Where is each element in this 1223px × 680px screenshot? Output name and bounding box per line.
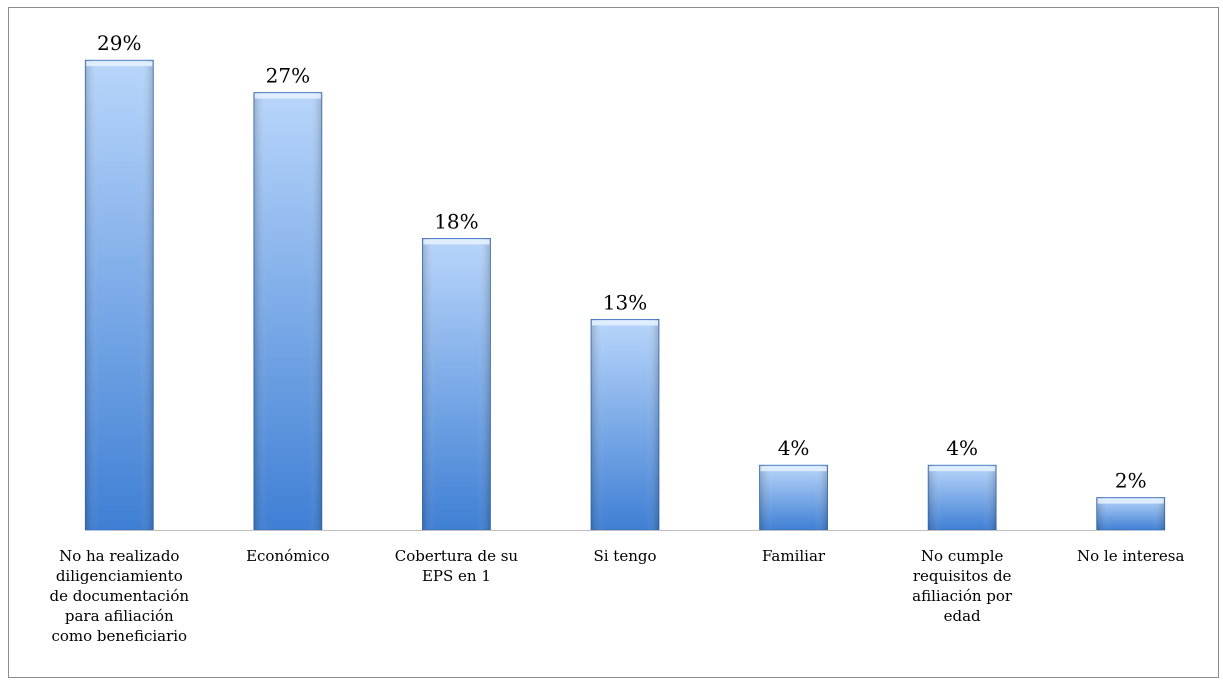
bar-cap (760, 466, 827, 472)
data-label: 2% (1115, 469, 1147, 493)
bar-cap (423, 239, 490, 245)
category-label-line: No ha realizado (59, 547, 180, 565)
bar-sheen (85, 60, 154, 530)
data-label: 29% (97, 31, 141, 55)
data-label: 18% (434, 209, 478, 233)
data-label: 4% (778, 436, 810, 460)
category-label: Si tengo (545, 546, 705, 566)
bar-3 (422, 237, 491, 531)
bars-layer (84, 59, 1166, 531)
bar-7 (1096, 497, 1166, 531)
bar-5 (759, 464, 828, 531)
bar-sheen (759, 465, 828, 530)
category-label-line: Económico (246, 547, 330, 565)
category-label-line: Si tengo (593, 547, 657, 565)
bar-sheen (253, 92, 322, 530)
category-label-line: Cobertura de su (394, 547, 519, 565)
category-label: No le interesa (1051, 546, 1211, 566)
category-label-line: para afiliación (64, 607, 174, 625)
category-label-line: diligenciamiento (55, 567, 183, 585)
bar-sheen (422, 238, 491, 530)
data-label: 13% (603, 290, 647, 314)
category-label-line: afiliación por (912, 587, 1013, 605)
bar-1 (84, 59, 154, 531)
category-label: No cumple requisitos de afiliación por edad (882, 546, 1042, 626)
bar-sheen (928, 465, 997, 530)
category-label-line: Familiar (762, 547, 826, 565)
category-label-line: como beneficiario (51, 627, 188, 645)
data-label: 27% (266, 64, 310, 88)
bar-cap (592, 320, 658, 326)
category-label: Económico (208, 546, 368, 566)
category-label-line: requisitos de (912, 567, 1012, 585)
bar-cap (254, 93, 321, 99)
category-label-line: No le interesa (1076, 547, 1185, 565)
category-label-line: No cumple (920, 547, 1004, 565)
category-label: Cobertura de su EPS en 1 (376, 546, 536, 586)
bar-sheen (591, 319, 659, 530)
bar-cap (929, 466, 996, 472)
category-label: No ha realizado diligenciamiento de docume… (39, 546, 199, 646)
category-label-line: edad (943, 607, 981, 625)
data-labels-layer: 29% 27% 18% 13% 4% 4% 2% (97, 31, 1147, 492)
bar-4 (590, 318, 660, 531)
category-label: Familiar (714, 546, 874, 566)
bar-cap (86, 61, 153, 67)
bar-2 (253, 92, 323, 531)
category-label-line: EPS en 1 (421, 567, 491, 585)
data-label: 4% (946, 436, 978, 460)
category-label-line: de documentación (49, 587, 190, 605)
bar-6 (927, 464, 997, 531)
bar-cap (1097, 498, 1164, 504)
